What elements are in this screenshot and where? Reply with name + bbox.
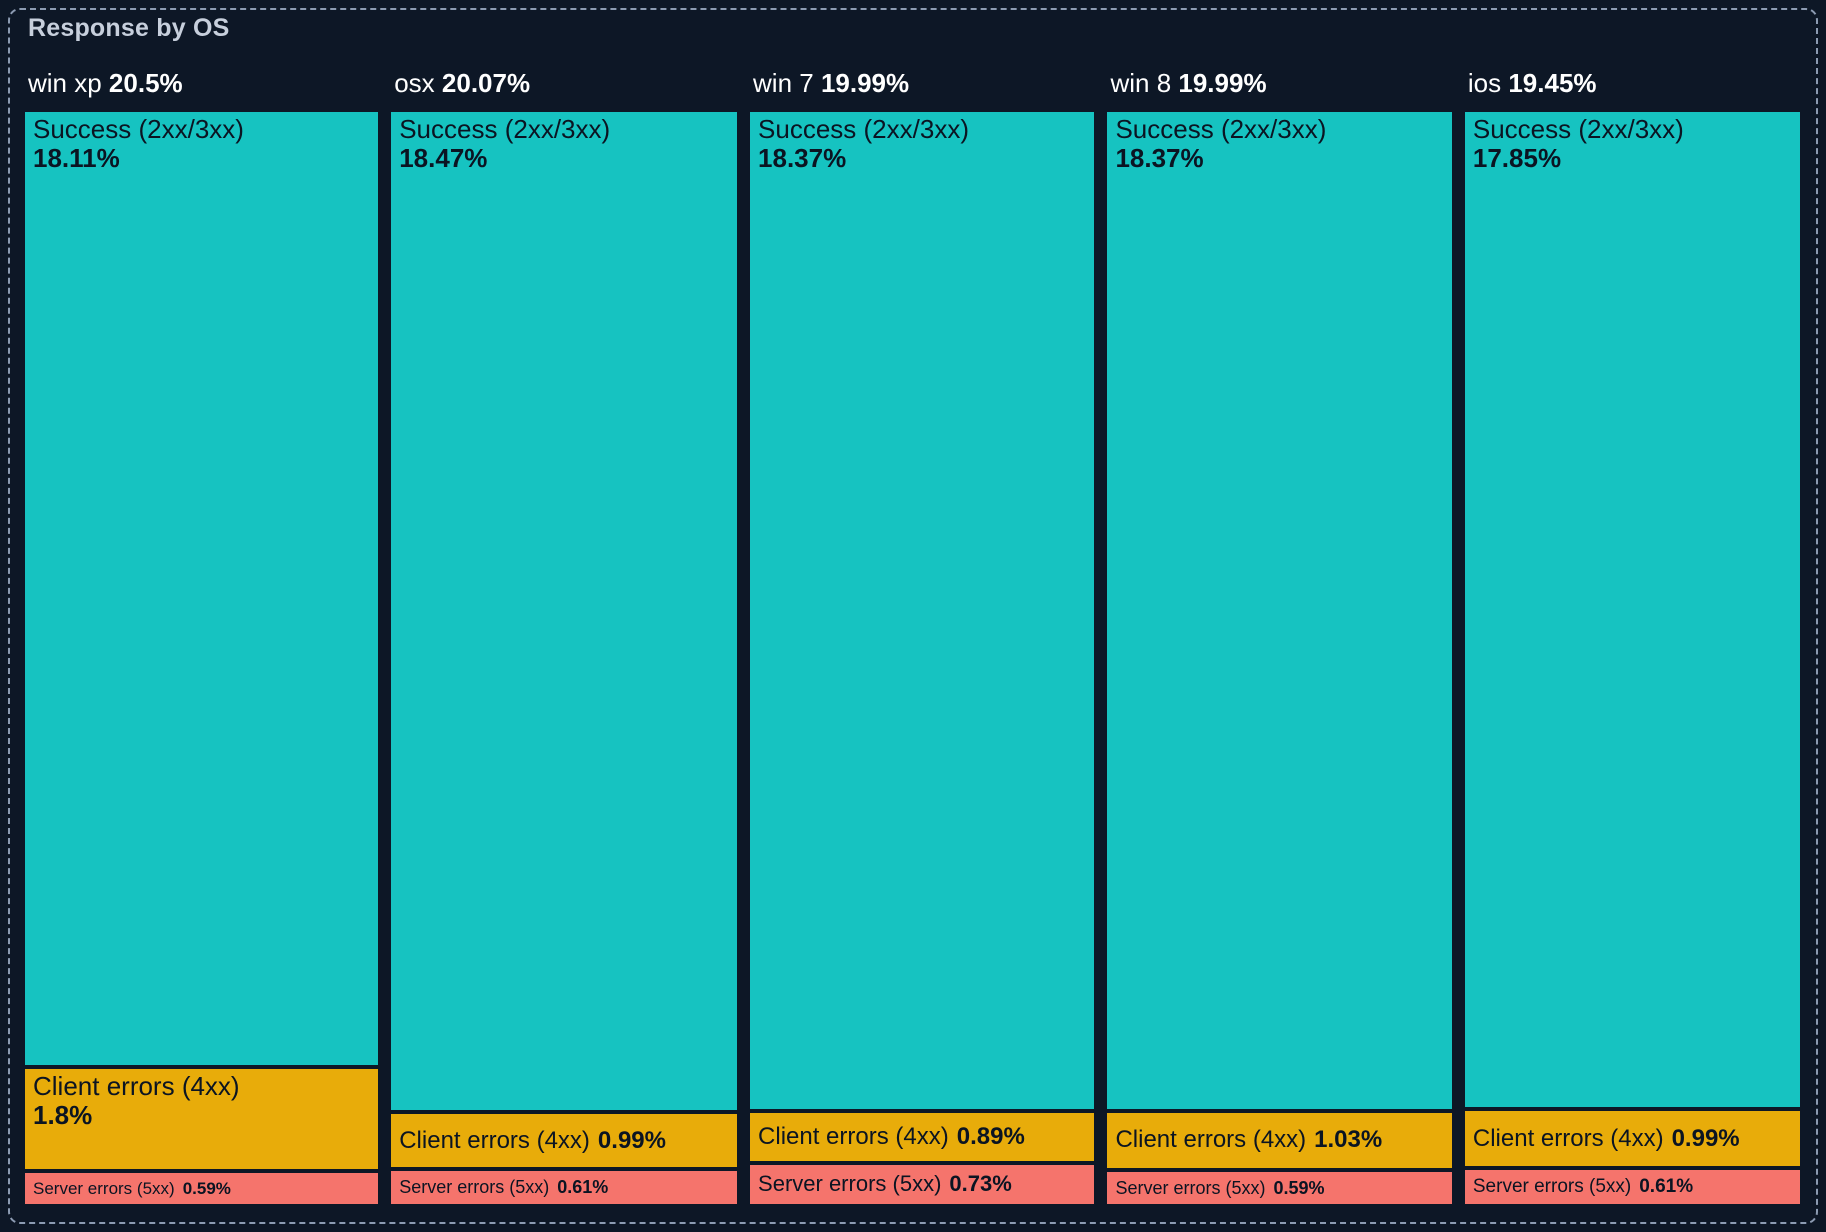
segment-success-osx[interactable]: Success (2xx/3xx) 18.47%: [391, 112, 738, 1111]
segment-label: Server errors (5xx): [1472, 1176, 1632, 1198]
segment-value: 0.99%: [597, 1126, 666, 1154]
os-column-blocks: Success (2xx/3xx) 18.37% Client errors (4x…: [1107, 112, 1452, 1204]
segment-value: 1.03%: [1314, 1126, 1383, 1154]
os-column-win-7: win 7 19.99% Success (2xx/3xx) 18.37% Clien…: [750, 66, 1095, 1204]
segment-value: 0.99%: [1671, 1124, 1740, 1152]
os-column-header: win 7 19.99%: [750, 66, 1094, 112]
segment-label: Server errors (5xx): [758, 1171, 942, 1197]
segment-value: 18.37%: [1115, 143, 1204, 174]
os-name: ios: [1467, 68, 1509, 98]
segment-client-errors-win-xp[interactable]: Client errors (4xx) 1.8%: [25, 1069, 379, 1170]
os-column-blocks: Success (2xx/3xx) 18.37% Client errors (4x…: [750, 112, 1095, 1204]
segment-value: 18.47%: [399, 143, 488, 174]
segment-client-errors-osx[interactable]: Client errors (4xx) 0.99%: [391, 1114, 738, 1168]
segment-label: Server errors (5xx): [33, 1178, 175, 1198]
segment-value: 0.73%: [949, 1171, 1012, 1197]
os-column-header: ios 19.45%: [1465, 66, 1800, 112]
os-column-header: osx 20.07%: [391, 66, 737, 112]
os-column-blocks: Success (2xx/3xx) 18.47% Client errors (4x…: [391, 112, 738, 1204]
segment-label: Success (2xx/3xx): [1115, 114, 1327, 144]
os-name: win xp: [28, 68, 109, 98]
segment-success-win-8[interactable]: Success (2xx/3xx) 18.37%: [1107, 112, 1452, 1109]
os-share-value: 20.5%: [108, 68, 183, 98]
segment-label: Client errors (4xx): [1472, 1124, 1664, 1152]
segment-server-errors-win-7[interactable]: Server errors (5xx) 0.73%: [750, 1164, 1095, 1204]
os-column-ios: ios 19.45% Success (2xx/3xx) 17.85% Client …: [1464, 66, 1800, 1205]
os-share-value: 19.99%: [820, 68, 910, 98]
segment-success-win-xp[interactable]: Success (2xx/3xx) 18.11%: [25, 112, 379, 1066]
os-name: osx: [394, 68, 442, 98]
os-column-osx: osx 20.07% Success (2xx/3xx) 18.47% Client …: [391, 66, 738, 1204]
segment-success-ios[interactable]: Success (2xx/3xx) 17.85%: [1464, 112, 1800, 1108]
segment-label: Client errors (4xx): [758, 1122, 949, 1150]
segment-value: 1.8%: [33, 1100, 93, 1131]
segment-value: 17.85%: [1472, 143, 1562, 174]
os-name: win 7: [753, 68, 821, 98]
segment-success-win-7[interactable]: Success (2xx/3xx) 18.37%: [750, 112, 1095, 1109]
segment-value: 0.61%: [1639, 1176, 1694, 1198]
segment-label: Success (2xx/3xx): [758, 114, 969, 144]
segment-value: 0.59%: [1273, 1177, 1325, 1198]
chart-title: Response by OS: [28, 14, 230, 42]
os-column-win-8: win 8 19.99% Success (2xx/3xx) 18.37% Clien…: [1107, 66, 1452, 1204]
segment-server-errors-win-8[interactable]: Server errors (5xx) 0.59%: [1107, 1172, 1452, 1204]
os-column-header: win 8 19.99%: [1107, 66, 1451, 112]
segment-client-errors-ios[interactable]: Client errors (4xx) 0.99%: [1464, 1111, 1800, 1167]
segment-server-errors-ios[interactable]: Server errors (5xx) 0.61%: [1464, 1170, 1800, 1205]
treemap-chart: win xp 20.5% Success (2xx/3xx) 18.11% Clien…: [25, 66, 1800, 1205]
segment-label: Success (2xx/3xx): [1472, 114, 1684, 144]
segment-value: 0.89%: [956, 1122, 1025, 1150]
segment-client-errors-win-8[interactable]: Client errors (4xx) 1.03%: [1107, 1112, 1452, 1169]
segment-server-errors-win-xp[interactable]: Server errors (5xx) 0.59%: [25, 1173, 379, 1204]
segment-label: Client errors (4xx): [33, 1071, 240, 1102]
segment-value: 18.37%: [758, 143, 847, 174]
os-column-blocks: Success (2xx/3xx) 18.11% Client errors (4x…: [25, 112, 379, 1204]
segment-label: Success (2xx/3xx): [33, 114, 244, 144]
segment-label: Success (2xx/3xx): [399, 114, 611, 144]
os-column-blocks: Success (2xx/3xx) 17.85% Client errors (4x…: [1464, 112, 1800, 1205]
segment-server-errors-osx[interactable]: Server errors (5xx) 0.61%: [391, 1171, 738, 1204]
segment-label: Server errors (5xx): [399, 1177, 550, 1198]
os-share-value: 19.45%: [1508, 68, 1597, 98]
segment-client-errors-win-7[interactable]: Client errors (4xx) 0.89%: [750, 1112, 1095, 1161]
os-column-win-xp: win xp 20.5% Success (2xx/3xx) 18.11% Clien…: [25, 66, 379, 1204]
segment-label: Server errors (5xx): [1115, 1177, 1266, 1198]
segment-value: 0.59%: [182, 1178, 231, 1198]
os-name: win 8: [1110, 68, 1179, 98]
os-share-value: 19.99%: [1178, 68, 1267, 98]
segment-value: 18.11%: [33, 143, 120, 174]
segment-label: Client errors (4xx): [1115, 1126, 1307, 1154]
panel-border: [8, 8, 1818, 1224]
os-share-value: 20.07%: [441, 68, 531, 98]
os-column-header: win xp 20.5%: [25, 66, 378, 112]
segment-value: 0.61%: [557, 1177, 609, 1198]
segment-label: Client errors (4xx): [399, 1126, 590, 1154]
